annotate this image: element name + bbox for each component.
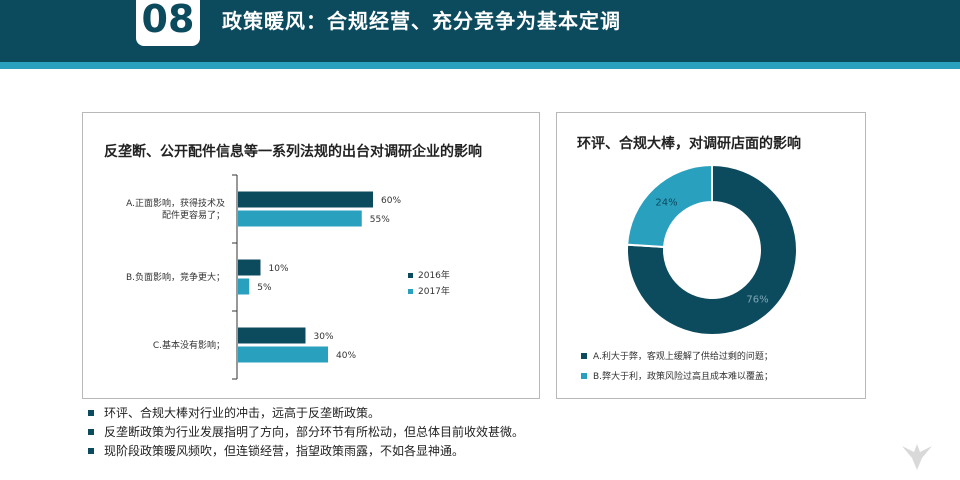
bar-value-label: 30% bbox=[314, 332, 334, 342]
header-bar: 08 政策暖风：合规经营、充分竞争为基本定调 bbox=[0, 0, 960, 62]
category-label: C.基本没有影响； bbox=[153, 339, 225, 351]
donut-chart: 76% 24% A.利大于弊，客观上缓解了供给过剩的问题； B.弊大于利，政策风险过高… bbox=[581, 163, 798, 382]
bar-2017年 bbox=[238, 278, 250, 295]
bar-value-label: 10% bbox=[269, 264, 289, 274]
bullet-square-icon bbox=[88, 428, 94, 435]
bar-value-label: 55% bbox=[370, 215, 390, 225]
bar-value-label: 5% bbox=[257, 283, 272, 293]
category-label-line: B.负面影响，竞争更大； bbox=[126, 271, 225, 283]
bar-chart: A.正面影响，获得技术及配件更容易了； 60% 55% B.负面影响，竞争更大； 10%… bbox=[126, 174, 450, 380]
slice-value-label: 24% bbox=[655, 198, 677, 209]
donut-slice bbox=[626, 163, 798, 336]
header-accent-stripe bbox=[0, 62, 960, 69]
category-label: A.正面影响，获得技术及配件更容易了； bbox=[126, 197, 225, 221]
bullet-item: 现阶段政策暖风频吹，但连锁经营，指望政策雨露，不如各显神通。 bbox=[88, 441, 908, 460]
donut-chart-panel: 环评、合规大棒，对调研店面的影响 76% 24% A.利大于弊，客观上缓解了供给过剩… bbox=[556, 112, 866, 399]
bullet-item: 环评、合规大棒对行业的冲击，远高于反垄断政策。 bbox=[88, 403, 908, 422]
category-label: B.负面影响，竞争更大； bbox=[126, 271, 225, 283]
donut-slice bbox=[626, 163, 713, 249]
bullet-square-icon bbox=[88, 409, 94, 416]
legend-swatch bbox=[581, 373, 587, 379]
legend-swatch bbox=[581, 353, 587, 359]
category-label-line: C.基本没有影响； bbox=[153, 339, 225, 351]
bullet-text: 现阶段政策暖风频吹，但连锁经营，指望政策雨露，不如各显神通。 bbox=[104, 444, 465, 458]
bar-2016年 bbox=[238, 259, 261, 276]
bullet-item: 反垄断政策为行业发展指明了方向，部分环节有所松动，但总体目前收效甚微。 bbox=[88, 422, 908, 441]
bird-logo-icon bbox=[902, 444, 932, 470]
bar-value-label: 40% bbox=[336, 351, 356, 361]
legend-label: 2016年 bbox=[418, 269, 450, 281]
bar-2016年 bbox=[238, 327, 306, 344]
slice-value-label: 76% bbox=[746, 294, 768, 305]
category-label-line: 配件更容易了； bbox=[162, 209, 225, 221]
legend-label: 2017年 bbox=[418, 285, 450, 297]
bar-value-label: 60% bbox=[381, 196, 401, 206]
legend-label: A.利大于弊，客观上缓解了供给过剩的问题； bbox=[593, 350, 773, 362]
bar-2016年 bbox=[238, 191, 373, 208]
bar-chart-panel: 反垄断、公开配件信息等一系列法规的出台对调研企业的影响 A.正面影响，获得技术及… bbox=[82, 112, 540, 399]
bar-2017年 bbox=[238, 210, 362, 227]
bullet-text: 环评、合规大棒对行业的冲击，远高于反垄断政策。 bbox=[104, 406, 381, 420]
section-number-badge: 08 bbox=[136, 0, 200, 46]
page-title: 政策暖风：合规经营、充分竞争为基本定调 bbox=[222, 9, 621, 33]
donut-chart-title: 环评、合规大棒，对调研店面的影响 bbox=[577, 136, 801, 152]
bar-2017年 bbox=[238, 346, 328, 363]
category-label-line: A.正面影响，获得技术及 bbox=[126, 197, 225, 209]
bullet-square-icon bbox=[88, 447, 94, 454]
legend-swatch bbox=[408, 273, 413, 278]
bullet-text: 反垄断政策为行业发展指明了方向，部分环节有所松动，但总体目前收效甚微。 bbox=[104, 425, 525, 439]
bar-chart-title: 反垄断、公开配件信息等一系列法规的出台对调研企业的影响 bbox=[104, 144, 482, 160]
legend-label: B.弊大于利，政策风险过高且成本难以覆盖； bbox=[593, 370, 773, 382]
summary-bullets: 环评、合规大棒对行业的冲击，远高于反垄断政策。 反垄断政策为行业发展指明了方向，… bbox=[88, 403, 908, 460]
legend-swatch bbox=[408, 289, 413, 294]
